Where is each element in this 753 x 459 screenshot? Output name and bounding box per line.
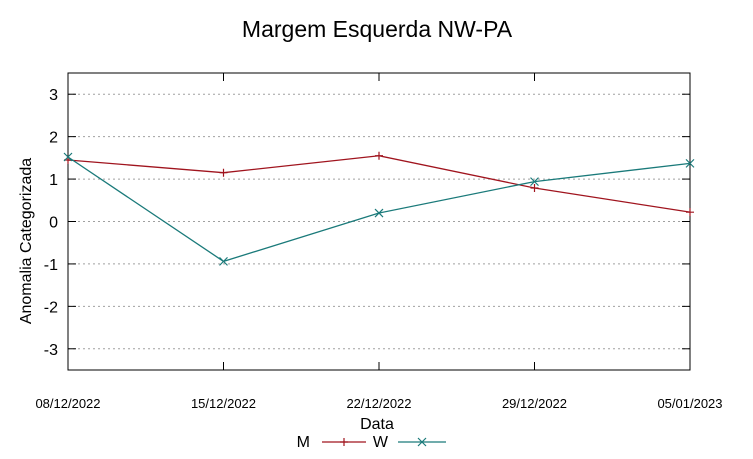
legend-label: M [297, 434, 310, 451]
y-axis-label: Anomalia Categorizada [18, 158, 35, 324]
plus-marker [530, 183, 539, 192]
chart-title: Margem Esquerda NW-PA [242, 16, 513, 42]
y-tick-label: 0 [49, 215, 58, 232]
cross-marker [685, 158, 695, 168]
x-tick-label: 29/12/2022 [502, 396, 567, 411]
cross-marker [417, 437, 427, 447]
series-line-M [67, 155, 691, 213]
x-tick-label: 15/12/2022 [191, 396, 256, 411]
cross-marker [530, 177, 539, 187]
legend-label: W [373, 434, 389, 451]
plus-marker [340, 438, 348, 446]
x-tick-label: 08/12/2022 [35, 396, 100, 411]
y-tick-label: 1 [49, 172, 58, 189]
series-line-W [67, 156, 691, 263]
y-tick-label: -2 [44, 299, 58, 316]
x-axis-label: Data [360, 416, 394, 433]
cross-marker [219, 256, 228, 266]
y-tick-label: 2 [49, 130, 58, 147]
plus-marker [219, 168, 228, 177]
y-tick-label: 3 [49, 87, 58, 104]
x-tick-label: 05/01/2023 [657, 396, 722, 411]
y-tick-label: -1 [44, 257, 58, 274]
plus-marker [375, 151, 383, 160]
cross-marker [63, 152, 73, 162]
y-tick-label: -3 [44, 342, 58, 359]
cross-marker [374, 208, 384, 218]
x-tick-label: 22/12/2022 [346, 396, 411, 411]
plus-marker [686, 208, 694, 217]
